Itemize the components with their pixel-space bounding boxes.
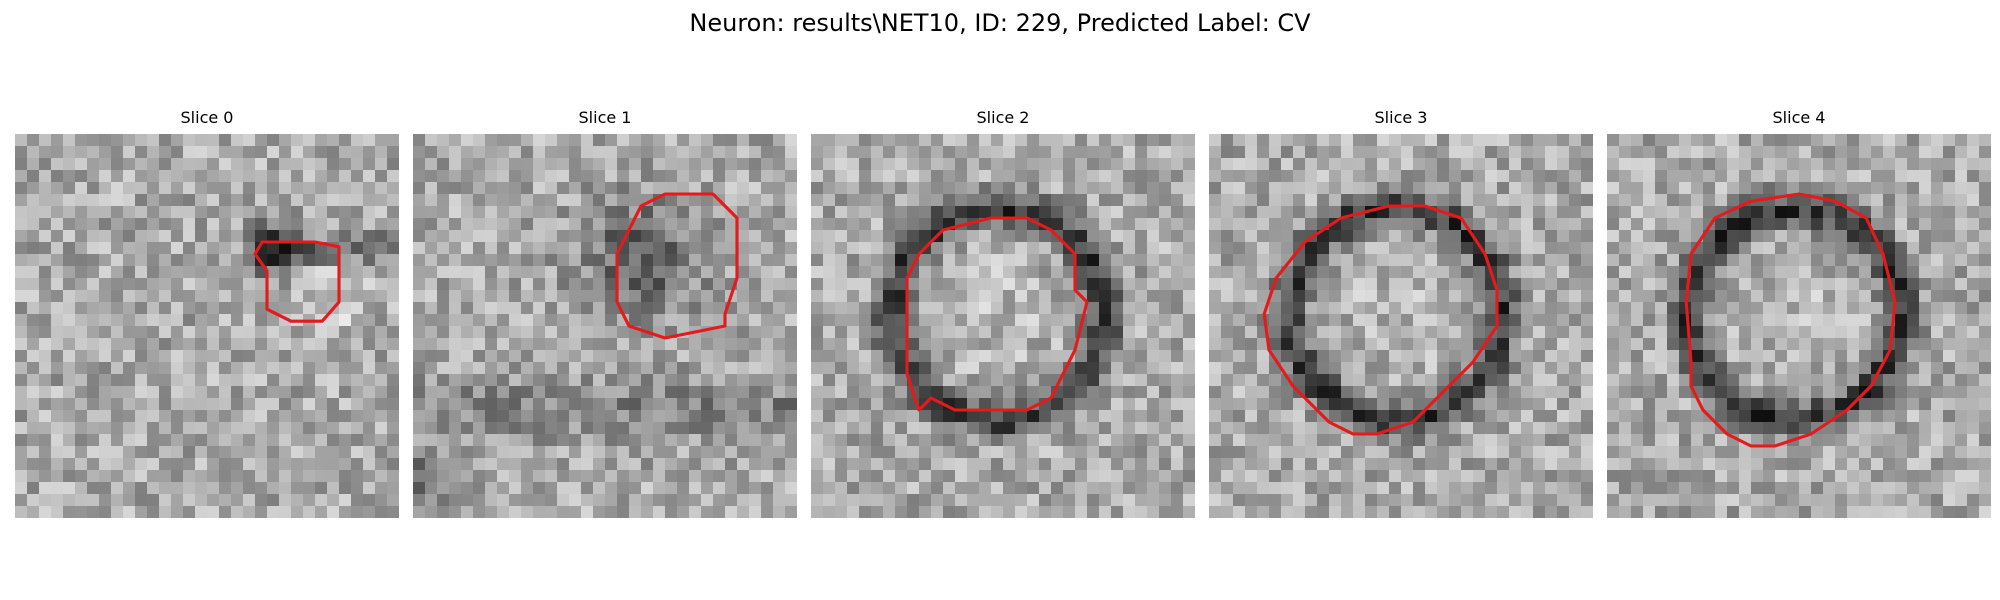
slice-panel: Slice 2: [811, 108, 1195, 518]
slice-image: [15, 134, 399, 518]
slice-image: [1607, 134, 1991, 518]
slice-title: Slice 1: [578, 108, 632, 127]
roi-contour: [615, 192, 739, 340]
roi-contour: [253, 240, 341, 323]
slice-pixels: [413, 134, 797, 518]
slice-panel: Slice 1: [413, 108, 797, 518]
slice-panel: Slice 0: [15, 108, 399, 518]
roi-contour: [1262, 204, 1499, 436]
slice-panel: Slice 4: [1607, 108, 1991, 518]
slice-image: [1209, 134, 1593, 518]
roi-contour: [905, 216, 1089, 412]
slice-image: [811, 134, 1195, 518]
slice-title: Slice 4: [1772, 108, 1826, 127]
slice-pixels: [15, 134, 399, 518]
slice-pixels: [1607, 134, 1991, 518]
slice-pixels: [811, 134, 1195, 518]
slice-pixels: [1209, 134, 1593, 518]
figure-title: Neuron: results\NET10, ID: 229, Predicte…: [689, 9, 1311, 37]
slice-image: [413, 134, 797, 518]
slice-title: Slice 0: [180, 108, 234, 127]
slice-panel: Slice 3: [1209, 108, 1593, 518]
slice-title: Slice 3: [1374, 108, 1428, 127]
slice-title: Slice 2: [976, 108, 1030, 127]
roi-contour: [1684, 192, 1897, 448]
